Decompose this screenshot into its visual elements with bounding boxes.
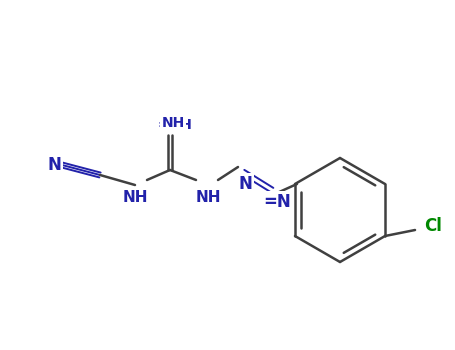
Text: =N: =N [263,193,291,211]
Text: Cl: Cl [424,217,442,235]
Text: =NH: =NH [157,118,192,132]
Text: N: N [47,156,61,174]
Text: NH: NH [195,189,221,204]
Text: NH: NH [162,116,185,130]
Text: NH: NH [122,189,148,204]
Text: N: N [238,175,252,193]
